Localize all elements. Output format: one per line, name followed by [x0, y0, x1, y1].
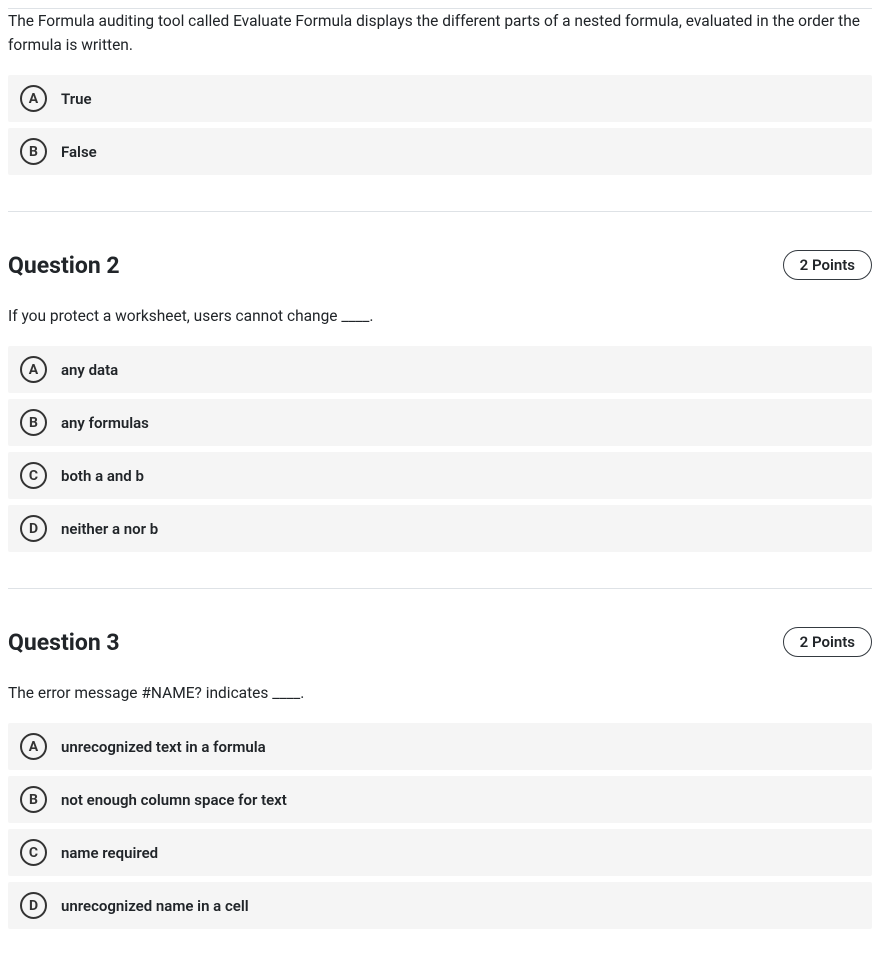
- option-label: False: [61, 143, 97, 161]
- option-label: any data: [61, 361, 118, 379]
- option-row[interactable]: D unrecognized name in a cell: [8, 882, 872, 929]
- question-header: Question 3 2 Points: [8, 627, 872, 657]
- option-letter: A: [20, 733, 47, 760]
- points-badge: 2 Points: [783, 250, 872, 280]
- option-row[interactable]: B False: [8, 128, 872, 175]
- option-label: not enough column space for text: [61, 791, 287, 809]
- option-letter: D: [20, 892, 47, 919]
- option-row[interactable]: A True: [8, 75, 872, 122]
- option-row[interactable]: A any data: [8, 346, 872, 393]
- option-row[interactable]: A unrecognized text in a formula: [8, 723, 872, 770]
- option-row[interactable]: D neither a nor b: [8, 505, 872, 552]
- option-letter: C: [20, 839, 47, 866]
- question-block-2: Question 2 2 Points If you protect a wor…: [8, 211, 872, 588]
- option-label: neither a nor b: [61, 520, 158, 538]
- option-letter: A: [20, 356, 47, 383]
- option-letter: D: [20, 515, 47, 542]
- option-letter: B: [20, 786, 47, 813]
- option-row[interactable]: C both a and b: [8, 452, 872, 499]
- option-label: unrecognized text in a formula: [61, 738, 266, 756]
- question-block-1: The Formula auditing tool called Evaluat…: [8, 8, 872, 211]
- option-label: any formulas: [61, 414, 149, 432]
- option-row[interactable]: C name required: [8, 829, 872, 876]
- question-text: If you protect a worksheet, users cannot…: [8, 304, 872, 328]
- question-block-3: Question 3 2 Points The error message #N…: [8, 588, 872, 965]
- option-label: name required: [61, 844, 158, 862]
- points-badge: 2 Points: [783, 627, 872, 657]
- option-letter: B: [20, 138, 47, 165]
- question-header: Question 2 2 Points: [8, 250, 872, 280]
- option-row[interactable]: B not enough column space for text: [8, 776, 872, 823]
- option-row[interactable]: B any formulas: [8, 399, 872, 446]
- option-letter: A: [20, 85, 47, 112]
- question-title: Question 3: [8, 629, 120, 656]
- question-title: Question 2: [8, 252, 120, 279]
- question-text: The error message #NAME? indicates ____.: [8, 681, 872, 705]
- option-label: True: [61, 90, 92, 108]
- option-letter: B: [20, 409, 47, 436]
- option-letter: C: [20, 462, 47, 489]
- option-label: unrecognized name in a cell: [61, 897, 249, 915]
- option-label: both a and b: [61, 467, 144, 485]
- question-text: The Formula auditing tool called Evaluat…: [8, 9, 872, 57]
